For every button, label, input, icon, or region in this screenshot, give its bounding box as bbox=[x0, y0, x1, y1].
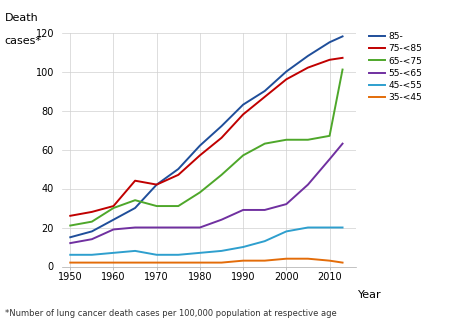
Legend: 85-, 75-<85, 65-<75, 55-<65, 45-<55, 35-<45: 85-, 75-<85, 65-<75, 55-<65, 45-<55, 35-… bbox=[369, 32, 422, 102]
45-<55 bbox=[262, 239, 268, 243]
55-<65 bbox=[283, 202, 289, 206]
Line: 65-<75: 65-<75 bbox=[70, 70, 343, 226]
75-<85 bbox=[283, 77, 289, 81]
55-<65 bbox=[340, 142, 346, 146]
45-<55 bbox=[110, 251, 116, 255]
55-<65 bbox=[327, 157, 332, 161]
85- bbox=[240, 103, 246, 107]
75-<85 bbox=[175, 173, 181, 177]
Line: 35-<45: 35-<45 bbox=[70, 259, 343, 263]
55-<65 bbox=[67, 241, 73, 245]
55-<65 bbox=[154, 226, 160, 229]
65-<75 bbox=[340, 68, 346, 72]
55-<65 bbox=[197, 226, 203, 229]
35-<45 bbox=[327, 259, 332, 263]
35-<45 bbox=[132, 261, 138, 265]
Text: cases*: cases* bbox=[5, 36, 42, 46]
55-<65 bbox=[240, 208, 246, 212]
75-<85 bbox=[305, 66, 311, 70]
55-<65 bbox=[89, 237, 95, 241]
45-<55 bbox=[219, 249, 224, 253]
35-<45 bbox=[283, 257, 289, 261]
35-<45 bbox=[89, 261, 95, 265]
75-<85 bbox=[110, 204, 116, 208]
85- bbox=[219, 124, 224, 128]
35-<45 bbox=[154, 261, 160, 265]
55-<65 bbox=[305, 183, 311, 187]
45-<55 bbox=[67, 253, 73, 257]
85- bbox=[197, 144, 203, 148]
35-<45 bbox=[262, 259, 268, 263]
35-<45 bbox=[340, 261, 346, 265]
65-<75 bbox=[305, 138, 311, 142]
45-<55 bbox=[89, 253, 95, 257]
65-<75 bbox=[240, 153, 246, 157]
Line: 85-: 85- bbox=[70, 36, 343, 237]
85- bbox=[67, 235, 73, 239]
45-<55 bbox=[305, 226, 311, 229]
65-<75 bbox=[154, 204, 160, 208]
65-<75 bbox=[132, 198, 138, 202]
35-<45 bbox=[240, 259, 246, 263]
65-<75 bbox=[262, 142, 268, 146]
45-<55 bbox=[197, 251, 203, 255]
45-<55 bbox=[175, 253, 181, 257]
Text: Death: Death bbox=[5, 13, 38, 23]
65-<75 bbox=[67, 224, 73, 228]
Text: *Number of lung cancer death cases per 100,000 population at respective age: *Number of lung cancer death cases per 1… bbox=[5, 309, 337, 318]
85- bbox=[283, 70, 289, 73]
65-<75 bbox=[283, 138, 289, 142]
45-<55 bbox=[327, 226, 332, 229]
85- bbox=[175, 167, 181, 171]
75-<85 bbox=[154, 183, 160, 187]
35-<45 bbox=[67, 261, 73, 265]
85- bbox=[110, 218, 116, 222]
65-<75 bbox=[89, 220, 95, 224]
45-<55 bbox=[132, 249, 138, 253]
85- bbox=[340, 34, 346, 38]
85- bbox=[305, 54, 311, 58]
Text: Year: Year bbox=[358, 290, 382, 300]
75-<85 bbox=[197, 153, 203, 157]
55-<65 bbox=[132, 226, 138, 229]
75-<85 bbox=[262, 95, 268, 99]
85- bbox=[132, 206, 138, 210]
45-<55 bbox=[340, 226, 346, 229]
35-<45 bbox=[219, 261, 224, 265]
55-<65 bbox=[262, 208, 268, 212]
Line: 45-<55: 45-<55 bbox=[70, 227, 343, 255]
85- bbox=[154, 183, 160, 187]
75-<85 bbox=[327, 58, 332, 62]
75-<85 bbox=[89, 210, 95, 214]
45-<55 bbox=[154, 253, 160, 257]
55-<65 bbox=[219, 218, 224, 222]
35-<45 bbox=[110, 261, 116, 265]
65-<75 bbox=[110, 206, 116, 210]
75-<85 bbox=[340, 56, 346, 60]
75-<85 bbox=[240, 112, 246, 116]
45-<55 bbox=[240, 245, 246, 249]
65-<75 bbox=[219, 173, 224, 177]
Line: 75-<85: 75-<85 bbox=[70, 58, 343, 216]
55-<65 bbox=[175, 226, 181, 229]
65-<75 bbox=[197, 190, 203, 194]
Line: 55-<65: 55-<65 bbox=[70, 144, 343, 243]
85- bbox=[262, 89, 268, 93]
75-<85 bbox=[132, 179, 138, 183]
35-<45 bbox=[197, 261, 203, 265]
45-<55 bbox=[283, 229, 289, 233]
75-<85 bbox=[67, 214, 73, 218]
65-<75 bbox=[327, 134, 332, 138]
35-<45 bbox=[175, 261, 181, 265]
85- bbox=[327, 40, 332, 44]
75-<85 bbox=[219, 136, 224, 140]
35-<45 bbox=[305, 257, 311, 261]
55-<65 bbox=[110, 227, 116, 231]
65-<75 bbox=[175, 204, 181, 208]
85- bbox=[89, 229, 95, 233]
